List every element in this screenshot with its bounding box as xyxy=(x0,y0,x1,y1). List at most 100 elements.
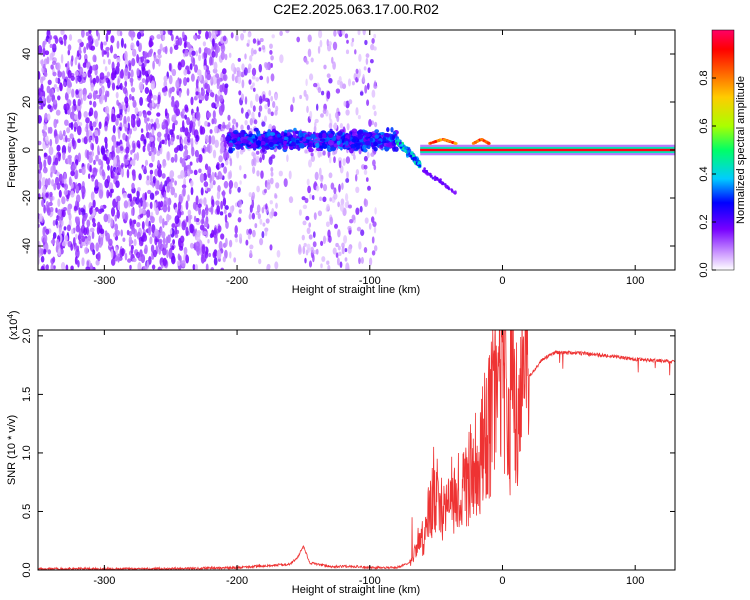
heatmap-cell xyxy=(131,58,136,67)
heatmap-cell xyxy=(252,229,256,238)
heatmap-cell xyxy=(231,73,235,82)
heatmap-cell xyxy=(264,188,267,194)
heatmap-cell xyxy=(149,201,153,210)
heatmap-cell xyxy=(330,182,335,190)
heatmap-cell xyxy=(274,192,277,198)
heatmap-cell xyxy=(75,89,79,95)
heatmap-cell xyxy=(110,217,113,227)
heatmap-cell xyxy=(65,264,69,270)
heatmap-cell xyxy=(269,177,274,185)
heatmap-cell xyxy=(53,129,58,137)
x-tick-label: -200 xyxy=(226,275,248,287)
heatmap-cell xyxy=(135,196,140,205)
heatmap-cell xyxy=(162,218,165,229)
heatmap-cell xyxy=(98,121,102,130)
heatmap-cell xyxy=(115,65,120,75)
heatmap-cell xyxy=(139,96,144,106)
heatmap-cell xyxy=(183,136,188,145)
heatmap-cell xyxy=(149,136,154,142)
heatmap-cell xyxy=(295,139,300,144)
heatmap-cell xyxy=(266,131,271,137)
heatmap-cell xyxy=(211,50,216,58)
heatmap-cell xyxy=(344,33,349,39)
heatmap-cell xyxy=(322,132,327,138)
heatmap-cell xyxy=(171,114,177,122)
spectrogram-x-label: Height of straight line (km) xyxy=(292,284,420,296)
heatmap-cell xyxy=(306,227,311,235)
heatmap-cell xyxy=(81,30,85,38)
heatmap-cell xyxy=(332,123,338,129)
heatmap-cell xyxy=(52,219,56,227)
heatmap-cell xyxy=(202,41,207,47)
heatmap-cell xyxy=(215,45,220,54)
heatmap-cell xyxy=(82,87,87,97)
heatmap-cell xyxy=(66,60,70,69)
heatmap-cell xyxy=(83,136,88,145)
heatmap-cell xyxy=(153,249,157,258)
heatmap-cell xyxy=(54,157,59,166)
heatmap-cell xyxy=(358,241,362,250)
heatmap-cell xyxy=(166,151,171,161)
heatmap-cell xyxy=(270,55,274,61)
heatmap-cell xyxy=(336,257,340,266)
heatmap-cell xyxy=(92,121,97,128)
heatmap-cell xyxy=(115,118,119,126)
heatmap-cell xyxy=(114,223,119,232)
heatmap-cell xyxy=(195,195,199,206)
heatmap-cell xyxy=(244,53,247,60)
heatmap-cell xyxy=(131,95,135,102)
heatmap-cell xyxy=(45,192,49,198)
heatmap-cell xyxy=(70,243,74,251)
heatmap-cell xyxy=(362,73,365,83)
heatmap-cell xyxy=(288,146,294,150)
heatmap-cell xyxy=(65,234,69,242)
heatmap-cell xyxy=(209,129,213,134)
heatmap-cell xyxy=(185,226,189,237)
heatmap-cell xyxy=(86,260,90,267)
heatmap-cell xyxy=(339,123,344,129)
heatmap-cell xyxy=(349,218,354,224)
heatmap-cell xyxy=(357,30,361,36)
heatmap-cell xyxy=(206,72,212,81)
spectrogram-y-label: Frequency (Hz) xyxy=(6,112,18,188)
heatmap-cell xyxy=(247,32,252,38)
heatmap-cell xyxy=(271,208,275,217)
heatmap-cell xyxy=(157,94,161,105)
heatmap-cell xyxy=(114,169,119,174)
heatmap-cell xyxy=(249,117,253,126)
heatmap-cell xyxy=(373,146,378,152)
chart-title: C2E2.2025.063.17.00.R02 xyxy=(273,1,439,17)
heatmap-cell xyxy=(308,222,312,228)
heatmap-cell xyxy=(397,139,401,143)
heatmap-cell xyxy=(206,111,212,119)
heatmap-cell xyxy=(57,208,62,216)
heatmap-cell xyxy=(146,117,150,122)
heatmap-cell xyxy=(304,149,308,154)
heatmap-cell xyxy=(132,31,136,38)
heatmap-cell xyxy=(63,36,67,47)
heatmap-cell xyxy=(78,45,82,54)
heatmap-cell xyxy=(356,226,362,232)
heatmap-cell xyxy=(191,50,196,56)
heatmap-cell xyxy=(93,159,96,166)
heatmap-cell xyxy=(298,209,302,216)
heatmap-cell xyxy=(161,121,166,130)
heatmap-cell xyxy=(64,119,69,126)
heatmap-cell xyxy=(146,260,149,270)
heatmap-cell xyxy=(283,136,289,141)
heatmap-cell xyxy=(229,170,232,179)
heatmap-cell xyxy=(69,156,72,165)
heatmap-cell xyxy=(49,191,53,197)
heatmap-cell xyxy=(345,193,349,202)
heatmap-cell xyxy=(122,104,126,111)
heatmap-cell xyxy=(391,135,396,141)
heatmap-cell xyxy=(193,64,199,73)
heatmap-cell xyxy=(323,64,327,70)
heatmap-cell xyxy=(364,133,371,138)
heatmap-cell xyxy=(137,261,142,270)
heatmap-cell xyxy=(188,167,192,172)
heatmap-cell xyxy=(227,114,231,121)
heatmap-cell xyxy=(77,98,81,107)
heatmap-cell xyxy=(269,200,273,205)
